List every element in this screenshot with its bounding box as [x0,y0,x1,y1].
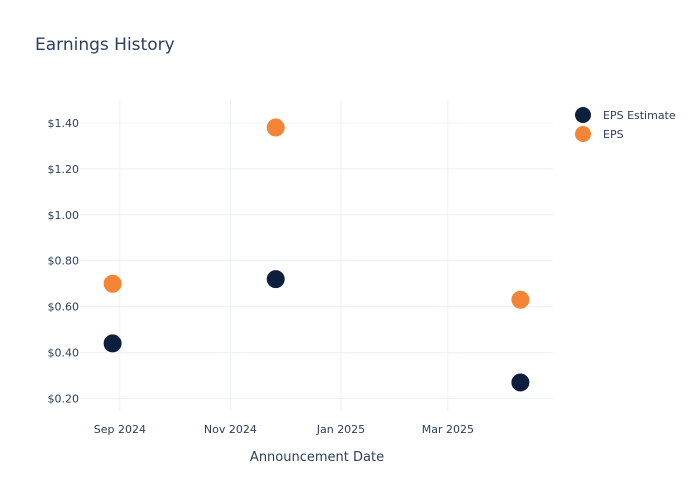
legend-label: EPS [603,128,624,141]
y-tick-label: $0.40 [48,347,80,360]
y-tick-label: $0.80 [48,255,80,268]
x-tick-label: Nov 2024 [204,423,257,436]
eps-estimate-point[interactable] [265,269,286,290]
grid-layer [80,100,553,410]
y-tick-label: $1.20 [48,163,80,176]
eps-point[interactable] [265,117,286,138]
x-axis-title: Announcement Date [250,450,384,465]
y-tick-label: $1.40 [48,117,80,130]
eps-estimate-point[interactable] [510,372,531,393]
x-tick-label: Mar 2025 [422,423,474,436]
y-tick-label: $0.60 [48,301,80,314]
chart-title: Earnings History [35,35,175,55]
legend-item-eps[interactable]: EPS [575,126,624,142]
x-axis-ticks: Sep 2024 Nov 2024 Jan 2025 Mar 2025 [94,423,474,436]
y-tick-label: $1.00 [48,209,80,222]
legend-item-eps-estimate[interactable]: EPS Estimate [575,107,676,123]
y-axis-ticks: $0.20 $0.40 $0.60 $0.80 $1.00 $1.20 $1.40 [48,117,80,406]
eps-point[interactable] [510,289,531,310]
legend[interactable]: EPS Estimate EPS [575,107,676,142]
legend-label: EPS Estimate [603,109,676,122]
eps-point[interactable] [102,273,123,294]
legend-marker [575,107,591,123]
y-tick-label: $0.20 [48,393,80,406]
eps-estimate-point[interactable] [102,333,123,354]
x-tick-label: Sep 2024 [94,423,146,436]
x-tick-label: Jan 2025 [316,423,365,436]
data-points [102,117,531,393]
legend-marker [575,126,591,142]
